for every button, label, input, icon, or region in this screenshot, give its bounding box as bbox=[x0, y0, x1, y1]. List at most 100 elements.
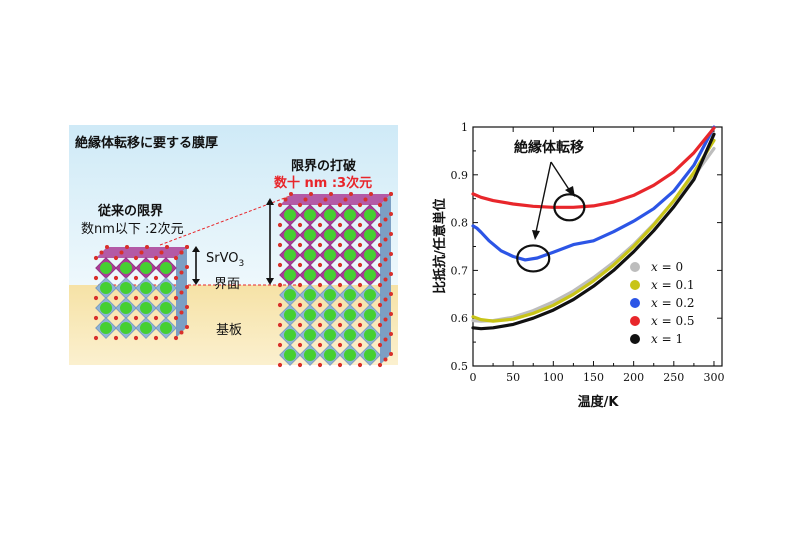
sr-atom bbox=[324, 209, 336, 221]
sr-atom bbox=[364, 249, 376, 261]
oxygen-atom bbox=[343, 197, 348, 202]
oxygen-atom bbox=[277, 242, 283, 248]
legend: x = 0 x = 0.1 x = 0.2 x = 0.5 x = 1 bbox=[630, 260, 695, 346]
oxygen-atom bbox=[377, 282, 383, 288]
oxygen-atom bbox=[383, 297, 388, 302]
oxygen-atom bbox=[297, 262, 303, 268]
oxygen-atom bbox=[179, 250, 184, 255]
oxygen-atom bbox=[383, 337, 388, 342]
oxygen-atom bbox=[377, 242, 383, 248]
oxygen-atom bbox=[173, 315, 179, 321]
oxygen-atom bbox=[317, 222, 323, 228]
legend-label: x = 0 bbox=[651, 260, 683, 274]
sr-atom bbox=[344, 329, 356, 341]
oxygen-atom bbox=[349, 192, 353, 196]
oxygen-atom bbox=[125, 245, 129, 249]
oxygen-atom bbox=[173, 335, 179, 341]
sr-atom bbox=[344, 349, 356, 361]
sr-atom bbox=[344, 209, 356, 221]
y-tick-label: 0.5 bbox=[451, 360, 469, 373]
oxygen-atom bbox=[159, 250, 164, 255]
oxygen-atom bbox=[133, 275, 139, 281]
oxygen-atom bbox=[337, 362, 343, 368]
oxygen-atom bbox=[383, 277, 388, 282]
oxygen-atom bbox=[357, 222, 363, 228]
sr-atom bbox=[344, 309, 356, 321]
sr-atom bbox=[284, 229, 296, 241]
oxygen-atom bbox=[337, 282, 343, 288]
oxygen-atom bbox=[179, 310, 184, 315]
oxygen-atom bbox=[145, 245, 149, 249]
sr-atom bbox=[324, 329, 336, 341]
oxygen-atom bbox=[317, 322, 323, 328]
sr-atom bbox=[364, 329, 376, 341]
oxygen-atom bbox=[383, 357, 388, 362]
oxygen-atom bbox=[277, 222, 283, 228]
y-tick-label: 0.7 bbox=[451, 264, 469, 277]
sr-atom bbox=[140, 322, 152, 334]
legend-label: x = 0.1 bbox=[651, 278, 695, 292]
oxygen-atom bbox=[283, 197, 288, 202]
oxygen-atom bbox=[377, 302, 383, 308]
oxygen-atom bbox=[113, 295, 119, 301]
sr-atom bbox=[100, 262, 112, 274]
y-tick-label: 0.9 bbox=[451, 169, 469, 182]
sr-atom bbox=[304, 289, 316, 301]
sr-atom bbox=[344, 289, 356, 301]
oxygen-atom bbox=[297, 242, 303, 248]
sr-atom bbox=[120, 322, 132, 334]
oxygen-atom bbox=[389, 212, 393, 216]
oxygen-atom bbox=[133, 255, 139, 261]
sr-atom bbox=[304, 269, 316, 281]
oxygen-atom bbox=[173, 275, 179, 281]
legend-marker bbox=[630, 262, 640, 272]
oxygen-atom bbox=[179, 330, 184, 335]
oxygen-atom bbox=[277, 342, 283, 348]
oxygen-atom bbox=[389, 292, 393, 296]
oxygen-atom bbox=[357, 322, 363, 328]
oxygen-atom bbox=[357, 242, 363, 248]
oxygen-atom bbox=[383, 317, 388, 322]
thick-film-crystal bbox=[277, 192, 393, 368]
oxygen-atom bbox=[337, 322, 343, 328]
legend-marker bbox=[630, 334, 640, 344]
oxygen-atom bbox=[297, 322, 303, 328]
conventional-value: 数nm以下 :2次元 bbox=[81, 221, 184, 237]
oxygen-atom bbox=[105, 245, 109, 249]
oxygen-atom bbox=[337, 342, 343, 348]
resistivity-chart: 0 50 100 150 200 250 300 0.5 0.6 0.7 0.8 0.9 1 絶縁体転移… bbox=[432, 121, 724, 410]
oxygen-atom bbox=[93, 315, 99, 321]
y-tick-label: 0.8 bbox=[451, 217, 469, 230]
sr-atom bbox=[160, 302, 172, 314]
y-axis-label: 比抵抗/任意単位 bbox=[432, 198, 448, 294]
oxygen-atom bbox=[289, 192, 293, 196]
oxygen-atom bbox=[277, 302, 283, 308]
oxygen-atom bbox=[139, 250, 144, 255]
illustration-panel: 絶縁体転移に要する膜厚 限界の打破 数十 nm :3次元 従来の限界 数nm以下… bbox=[69, 125, 398, 368]
oxygen-atom bbox=[389, 332, 393, 336]
x-axis-label: 温度/K bbox=[578, 394, 620, 410]
sr-atom bbox=[304, 309, 316, 321]
sr-atom bbox=[120, 282, 132, 294]
sr-atom bbox=[324, 249, 336, 261]
oxygen-atom bbox=[383, 197, 388, 202]
crystal-top-face bbox=[280, 194, 391, 205]
sr-atom bbox=[140, 262, 152, 274]
conventional-label: 従来の限界 bbox=[97, 203, 163, 219]
sr-atom bbox=[284, 209, 296, 221]
sr-atom bbox=[304, 209, 316, 221]
oxygen-atom bbox=[389, 352, 393, 356]
oxygen-atom bbox=[153, 295, 159, 301]
sr-atom bbox=[284, 329, 296, 341]
oxygen-atom bbox=[113, 315, 119, 321]
oxygen-atom bbox=[297, 302, 303, 308]
sr-atom bbox=[140, 282, 152, 294]
oxygen-atom bbox=[133, 315, 139, 321]
oxygen-atom bbox=[179, 270, 184, 275]
series-line bbox=[471, 138, 716, 323]
sr-atom bbox=[284, 309, 296, 321]
legend-label: x = 0.2 bbox=[651, 296, 695, 310]
sr-atom bbox=[364, 209, 376, 221]
x-tick-label: 250 bbox=[663, 371, 684, 384]
